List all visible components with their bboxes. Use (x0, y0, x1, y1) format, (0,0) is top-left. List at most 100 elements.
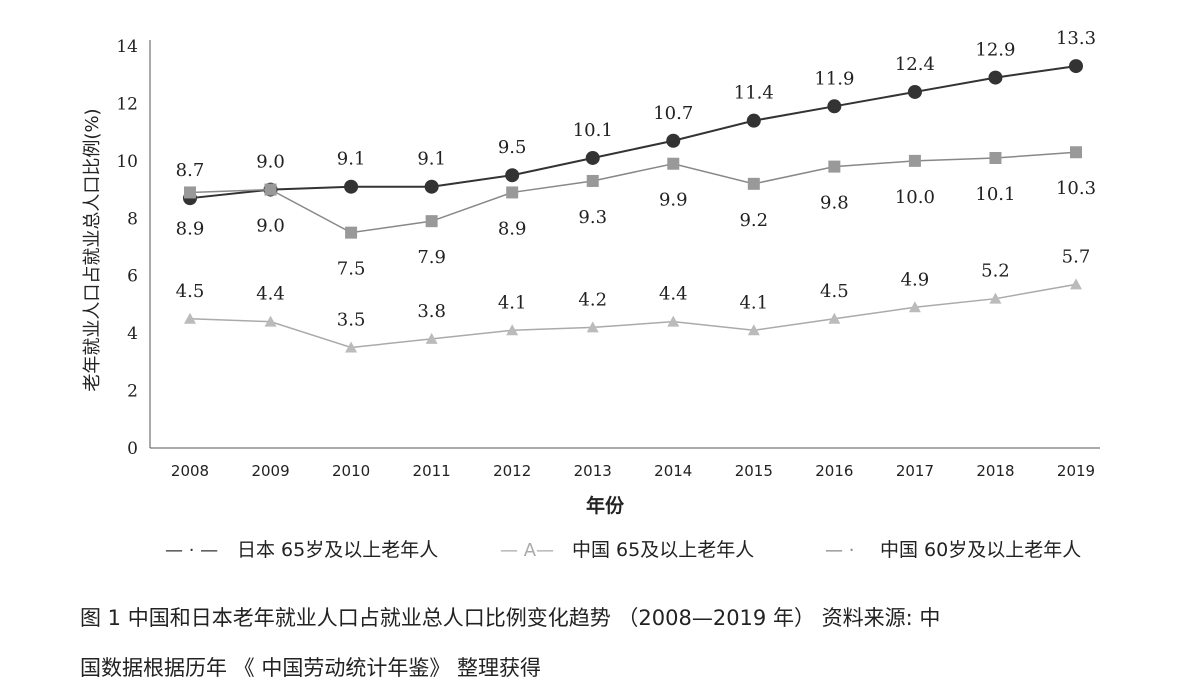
data-label: 12.4 (895, 54, 935, 75)
point-triangle (586, 321, 599, 333)
point-circle (505, 168, 520, 183)
data-label: 10.1 (975, 184, 1015, 205)
legend-marker: — A— (500, 540, 554, 561)
series-line-2 (189, 151, 1077, 234)
data-label: 3.8 (417, 301, 446, 322)
point-triangle (425, 332, 438, 344)
point-square (264, 183, 277, 196)
data-label: 9.1 (417, 149, 446, 170)
x-tick-label: 2011 (413, 462, 451, 480)
point-square (747, 177, 760, 190)
caption-line-1: 图 1 中国和日本老年就业人口占就业总人口比例变化趋势 （2008—2019 年… (80, 606, 941, 630)
data-label: 10.0 (895, 187, 935, 208)
data-label: 10.1 (573, 120, 613, 141)
point-triangle (1070, 278, 1082, 290)
point-square (667, 157, 680, 170)
y-axis-title: 老年就业人口占就业总人口比例(%) (82, 108, 103, 391)
point-square (1070, 146, 1082, 159)
caption-line-2: 国数据根据历年 《 中国劳动统计年鉴》 整理获得 (80, 656, 542, 680)
point-triangle (264, 315, 277, 327)
x-tick-label: 2012 (493, 462, 531, 480)
x-tick-label: 2008 (171, 462, 209, 480)
point-circle (666, 133, 681, 148)
data-label: 5.7 (1062, 246, 1091, 267)
x-tick-label: 2016 (815, 462, 853, 480)
data-label: 9.8 (820, 193, 849, 214)
data-label: 9.2 (739, 210, 768, 231)
data-label: 9.1 (337, 149, 366, 170)
point-circle (988, 70, 1003, 85)
line-chart: 0 2 4 6 8 10 12 14 2008 2009 2010 2011 2012 2013 2014 2… (82, 28, 1100, 561)
data-label: 11.4 (734, 83, 774, 104)
legend-marker: — · (825, 540, 854, 561)
point-circle (827, 99, 842, 114)
point-triangle (506, 324, 519, 336)
point-square (506, 186, 519, 199)
legend-label: 日本 65岁及以上老年人 (237, 539, 438, 561)
x-tick-label: 2013 (574, 462, 612, 480)
data-label: 4.2 (578, 289, 607, 310)
y-tick-label: 2 (127, 382, 138, 402)
data-label: 5.2 (981, 261, 1010, 282)
data-label: 4.1 (739, 292, 768, 313)
data-label: 9.5 (498, 137, 527, 158)
data-label: 13.3 (1056, 28, 1096, 49)
x-tick-label: 2019 (1057, 462, 1095, 480)
data-label: 3.5 (337, 310, 366, 331)
series-line-0 (189, 65, 1077, 200)
x-tick-label: 2009 (251, 462, 289, 480)
point-triangle (345, 341, 358, 353)
x-tick-label: 2015 (735, 462, 773, 480)
y-tick-label: 14 (116, 37, 138, 57)
point-square (908, 154, 921, 167)
data-label: 4.5 (176, 281, 205, 302)
point-triangle (747, 324, 760, 336)
data-label: 7.5 (337, 259, 366, 280)
data-label: 8.9 (176, 218, 205, 239)
point-triangle (908, 301, 921, 313)
y-tick-label: 8 (127, 209, 138, 229)
y-tick-label: 4 (127, 324, 138, 344)
legend-label: 中国 60岁及以上老年人 (880, 539, 1081, 561)
y-tick-label: 10 (116, 152, 138, 172)
x-axis-title: 年份 (586, 494, 625, 517)
data-label: 12.9 (975, 40, 1015, 61)
data-label: 4.4 (256, 284, 285, 305)
data-label: 4.4 (659, 284, 688, 305)
data-label: 10.3 (1056, 178, 1096, 199)
data-label: 8.9 (498, 218, 527, 239)
series-line-1 (189, 283, 1077, 349)
point-square (989, 151, 1002, 164)
y-tick-label: 12 (116, 94, 138, 114)
point-triangle (184, 312, 196, 324)
x-tick-label: 2010 (332, 462, 370, 480)
point-triangle (828, 312, 841, 324)
x-tick-label: 2014 (654, 462, 692, 480)
data-label: 4.5 (820, 281, 849, 302)
legend-marker: — · — (165, 540, 218, 561)
point-square (425, 215, 438, 228)
data-label: 9.3 (578, 207, 607, 228)
point-triangle (667, 315, 680, 327)
point-circle (907, 84, 922, 99)
point-square (345, 226, 358, 239)
data-label: 8.7 (176, 160, 205, 181)
point-square (184, 186, 196, 199)
data-label: 4.9 (901, 269, 930, 290)
point-circle (1069, 59, 1083, 74)
point-circle (585, 150, 600, 165)
data-label: 4.1 (498, 292, 527, 313)
point-circle (424, 179, 439, 194)
y-tick-label: 6 (127, 267, 138, 287)
data-label: 7.9 (417, 247, 446, 268)
data-label: 9.0 (256, 152, 285, 173)
data-label: 9.0 (256, 216, 285, 237)
legend-label: 中国 65及以上老年人 (572, 539, 754, 561)
point-square (828, 160, 841, 173)
point-circle (746, 113, 761, 128)
data-label: 11.9 (814, 68, 854, 89)
x-tick-label: 2018 (976, 462, 1014, 480)
point-triangle (989, 292, 1002, 304)
data-label: 9.9 (659, 190, 688, 211)
x-tick-label: 2017 (896, 462, 934, 480)
